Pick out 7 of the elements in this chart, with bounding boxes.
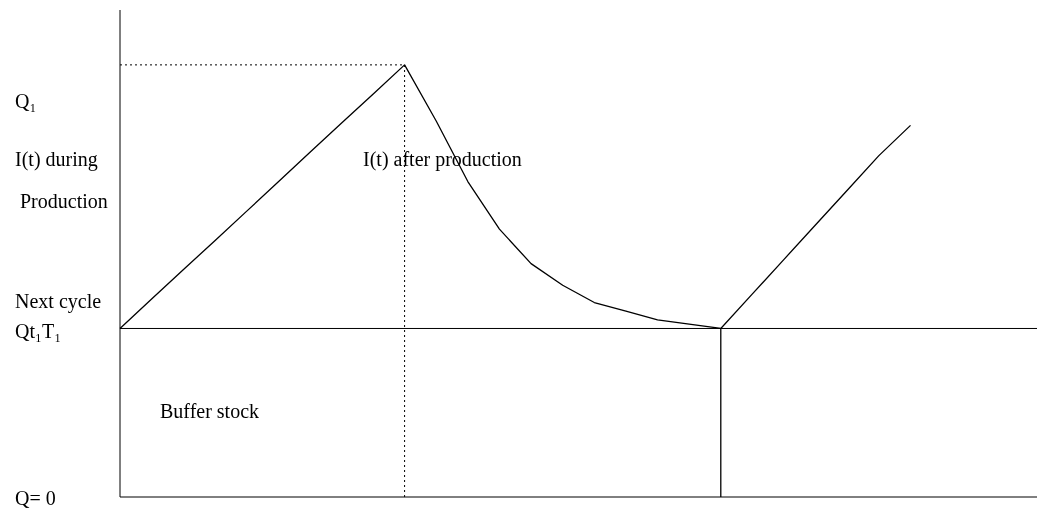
text: Qt₁T₁	[15, 320, 62, 342]
text: Next cycle	[15, 290, 102, 313]
text: I(t) during	[15, 148, 98, 171]
annotation: Buffer stock	[160, 400, 260, 422]
text: Production	[20, 190, 108, 212]
text: Q₁	[15, 90, 37, 112]
text: Q= 0	[15, 487, 56, 509]
